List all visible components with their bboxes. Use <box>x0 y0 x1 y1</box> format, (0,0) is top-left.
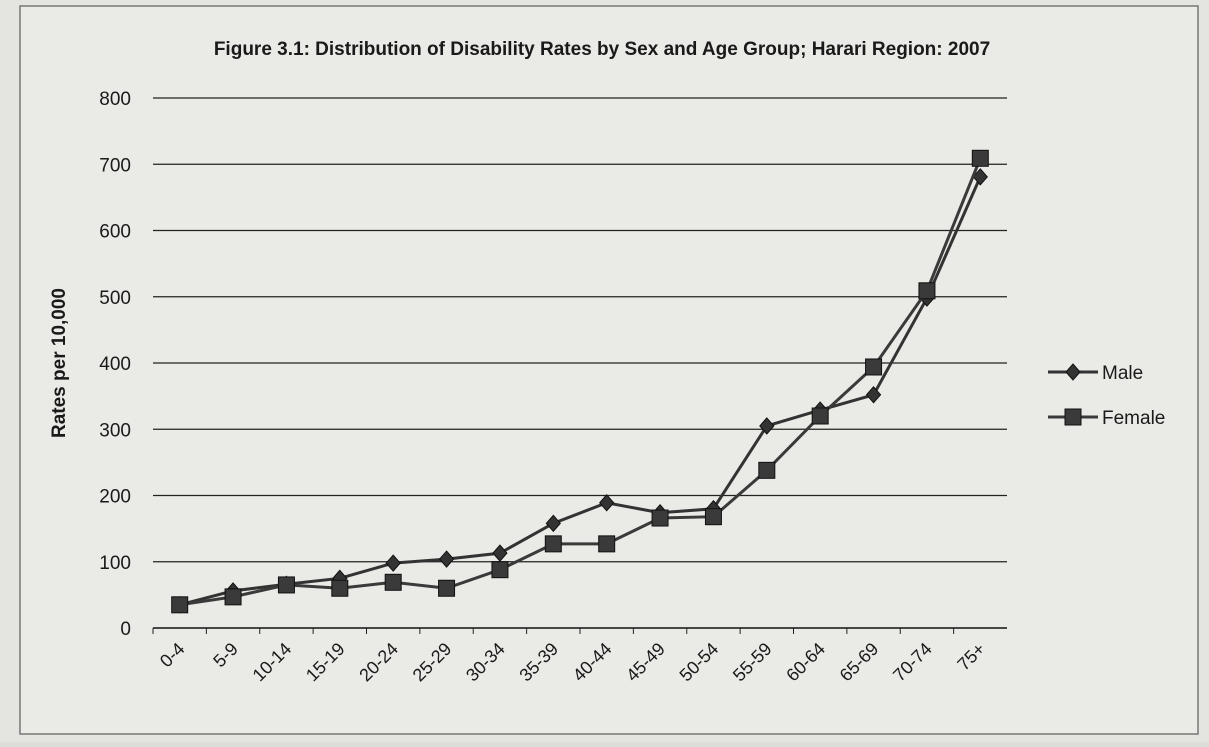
data-point <box>492 544 508 562</box>
data-point <box>438 550 455 568</box>
y-tick-label: 100 <box>99 553 131 574</box>
data-point <box>758 461 776 479</box>
legend-label: Male <box>1102 363 1143 384</box>
series-line <box>179 157 982 607</box>
data-point <box>491 561 509 579</box>
data-point <box>704 508 722 526</box>
data-point <box>544 535 562 553</box>
y-axis-label: Rates per 10,000 <box>49 288 70 438</box>
data-point <box>651 509 669 527</box>
data-point <box>865 386 882 404</box>
data-point <box>277 576 295 594</box>
y-tick-label: 0 <box>120 619 131 640</box>
data-point <box>811 407 829 425</box>
y-tick-label: 300 <box>99 420 131 441</box>
data-point <box>438 579 456 597</box>
frame <box>19 5 1199 735</box>
chart-title: Figure 3.1: Distribution of Disability R… <box>214 39 990 60</box>
data-point <box>384 573 402 591</box>
data-point <box>599 494 615 512</box>
y-tick-label: 800 <box>99 89 131 110</box>
y-tick-label: 200 <box>99 487 131 508</box>
data-point <box>598 535 616 553</box>
data-point <box>918 282 936 300</box>
legend-marker <box>1065 363 1081 381</box>
data-point <box>171 596 189 614</box>
data-point <box>224 588 242 606</box>
legend-label: Female <box>1102 408 1165 429</box>
data-point <box>972 168 988 186</box>
data-point <box>385 554 401 572</box>
y-tick-label: 600 <box>99 222 131 243</box>
data-point <box>865 358 883 376</box>
data-point <box>971 149 989 167</box>
y-tick-label: 400 <box>99 354 131 375</box>
data-point <box>759 417 775 435</box>
y-tick-label: 500 <box>99 288 131 309</box>
y-tick-label: 700 <box>99 155 131 176</box>
series-line <box>179 176 982 607</box>
data-point <box>331 579 349 597</box>
legend-marker <box>1064 408 1082 426</box>
data-point <box>545 514 561 533</box>
